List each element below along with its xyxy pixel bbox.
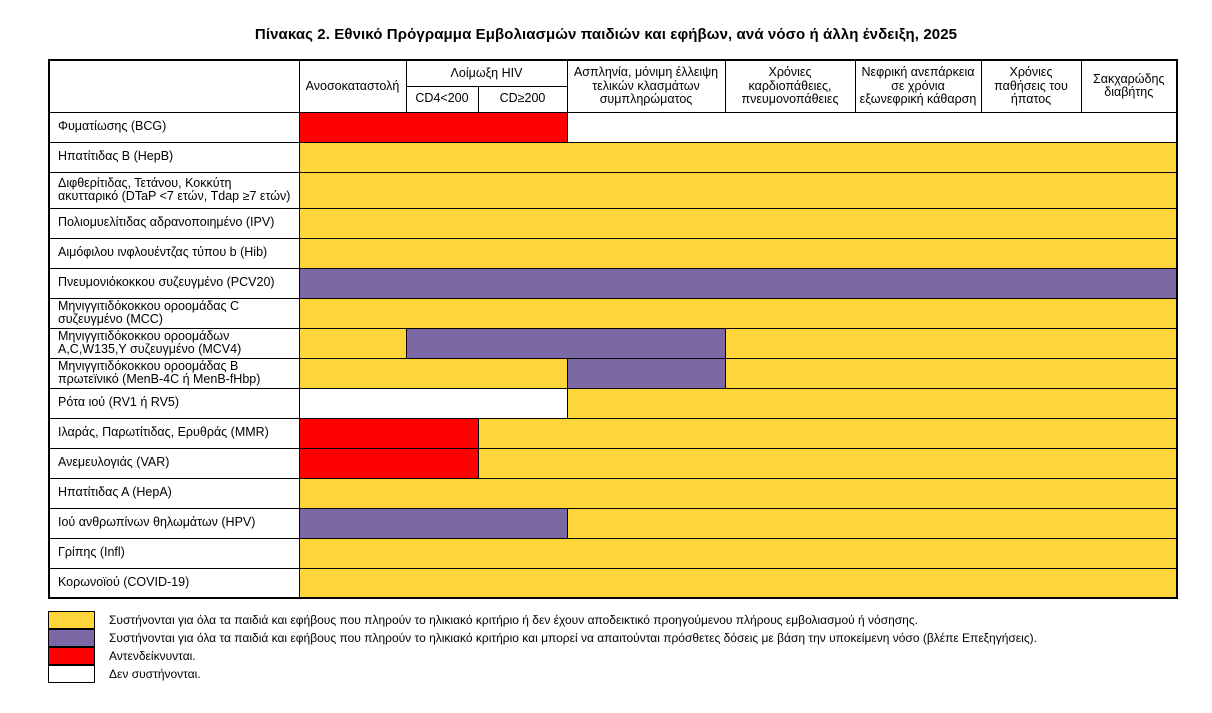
legend-text: Δεν συστήνονται. [109,667,201,681]
status-cell-white [298,387,568,419]
legend-item: Συστήνονται για όλα τα παιδιά και εφήβου… [48,611,1037,629]
legend-swatch-red [48,646,95,665]
status-cell-red [298,447,479,479]
status-cell-yellow [566,507,1178,539]
legend-swatch-yellow [48,611,95,629]
row-label: Φυματίωσης (BCG) [48,111,300,143]
legend-text: Συστήνονται για όλα τα παιδιά και εφήβου… [109,631,1037,645]
legend-swatch-purple [48,628,95,647]
row-label: Κορωνοϊού (COVID-19) [48,567,300,599]
status-cell-white [566,111,1178,143]
table-row: Πολιομυελίτιδας αδρανοποιημένο (IPV) [48,207,1178,239]
col-header-cardiopulmonary: Χρόνιες καρδιοπάθειες, πνευμονοπάθειες [724,59,856,113]
table-row: Αιμόφιλου ινφλουέντζας τύπου b (Hib) [48,237,1178,269]
status-cell-yellow [298,171,1178,209]
row-label: Πολιομυελίτιδας αδρανοποιημένο (IPV) [48,207,300,239]
table-row: Κορωνοϊού (COVID-19) [48,567,1178,599]
table-row: Ρότα ιού (RV1 ή RV5) [48,387,1178,419]
col-header-immunosuppression: Ανοσοκαταστολή [298,59,407,113]
status-cell-yellow [298,537,1178,569]
status-cell-red [298,111,568,143]
table-row: Ηπατίτιδας Β (HepB) [48,141,1178,173]
status-cell-yellow [298,477,1178,509]
col-header-hiv-infection: Λοίμωξη HIV [405,59,568,87]
legend-text: Αντενδείκνυνται. [109,649,196,663]
status-cell-yellow [298,141,1178,173]
row-label: Μηνιγγιτιδόκοκκου οροομάδας C συζευγμένο… [48,297,300,329]
status-cell-yellow [298,567,1178,599]
table-body: Φυματίωσης (BCG) Ηπατίτιδας Β (HepB) Διφθε… [48,111,1178,599]
col-header-diabetes: Σακχαρώδης διαβήτης [1080,59,1178,113]
row-label: Γρίπης (Infl) [48,537,300,569]
row-label: Μηνιγγιτιδόκοκκου οροομάδων A,C,W135,Y σ… [48,327,300,359]
table-row: Γρίπης (Infl) [48,537,1178,569]
col-header-liver-disease: Χρόνιες παθήσεις του ήπατος [980,59,1082,113]
table-row: Ανεμευλογιάς (VAR) [48,447,1178,479]
corner-cell [48,59,300,113]
status-cell-yellow [298,327,407,359]
table-row: Πνευμονιόκοκκου συζευγμένο (PCV20) [48,267,1178,299]
row-label: Ανεμευλογιάς (VAR) [48,447,300,479]
status-cell-yellow [298,237,1178,269]
row-label: Ιού ανθρωπίνων θηλωμάτων (HPV) [48,507,300,539]
table-header: Ανοσοκαταστολή Λοίμωξη HIV Ασπληνία, μόν… [48,59,1178,113]
row-label: Ηπατίτιδας Α (HepA) [48,477,300,509]
legend-item: Συστήνονται για όλα τα παιδιά και εφήβου… [48,628,1037,647]
table-row: Ιλαράς, Παρωτίτιδας, Ερυθράς (MMR) [48,417,1178,449]
col-header-renal-failure: Νεφρική ανεπάρκεια σε χρόνια εξωνεφρική … [854,59,982,113]
status-cell-yellow [298,207,1178,239]
vaccination-schedule-table: Ανοσοκαταστολή Λοίμωξη HIV Ασπληνία, μόν… [48,59,1178,599]
table-row: Μηνιγγιτιδόκοκκου οροομάδας Β πρωτεϊνικό… [48,357,1178,389]
row-label: Αιμόφιλου ινφλουέντζας τύπου b (Hib) [48,237,300,269]
status-cell-red [298,417,479,449]
status-cell-purple [298,507,568,539]
row-label: Ιλαράς, Παρωτίτιδας, Ερυθράς (MMR) [48,417,300,449]
status-cell-purple [566,357,726,389]
legend-item: Αντενδείκνυνται. [48,646,1037,665]
row-label: Διφθερίτιδας, Τετάνου, Κοκκύτη ακυτταρικ… [48,171,300,209]
legend-swatch-white [48,664,95,683]
row-label: Ηπατίτιδας Β (HepB) [48,141,300,173]
status-cell-yellow [724,327,1178,359]
table-row: Φυματίωσης (BCG) [48,111,1178,143]
legend-item: Δεν συστήνονται. [48,664,1037,683]
status-cell-yellow [566,387,1178,419]
row-label: Ρότα ιού (RV1 ή RV5) [48,387,300,419]
page-title: Πίνακας 2. Εθνικό Πρόγραμμα Εμβολιασμών … [254,26,958,43]
status-cell-yellow [298,297,1178,329]
table-row: Ηπατίτιδας Α (HepA) [48,477,1178,509]
status-cell-yellow [724,357,1178,389]
col-header-cd4-below-200: CD4<200 [405,85,479,113]
table-row: Μηνιγγιτιδόκοκκου οροομάδας C συζευγμένο… [48,297,1178,329]
col-header-asplenia: Ασπληνία, μόνιμη έλλειψη τελικών κλασμάτ… [566,59,726,113]
status-cell-yellow [477,417,1178,449]
legend: Συστήνονται για όλα τα παιδιά και εφήβου… [48,611,1037,683]
table-row: Ιού ανθρωπίνων θηλωμάτων (HPV) [48,507,1178,539]
legend-text: Συστήνονται για όλα τα παιδιά και εφήβου… [109,613,918,627]
table-row: Διφθερίτιδας, Τετάνου, Κοκκύτη ακυτταρικ… [48,171,1178,209]
status-cell-yellow [477,447,1178,479]
row-label: Μηνιγγιτιδόκοκκου οροομάδας Β πρωτεϊνικό… [48,357,300,389]
status-cell-yellow [298,357,568,389]
status-cell-purple [405,327,726,359]
table-row: Μηνιγγιτιδόκοκκου οροομάδων A,C,W135,Y σ… [48,327,1178,359]
row-label: Πνευμονιόκοκκου συζευγμένο (PCV20) [48,267,300,299]
col-header-cd4-above-200: CD≥200 [477,85,568,113]
status-cell-purple [298,267,1178,299]
